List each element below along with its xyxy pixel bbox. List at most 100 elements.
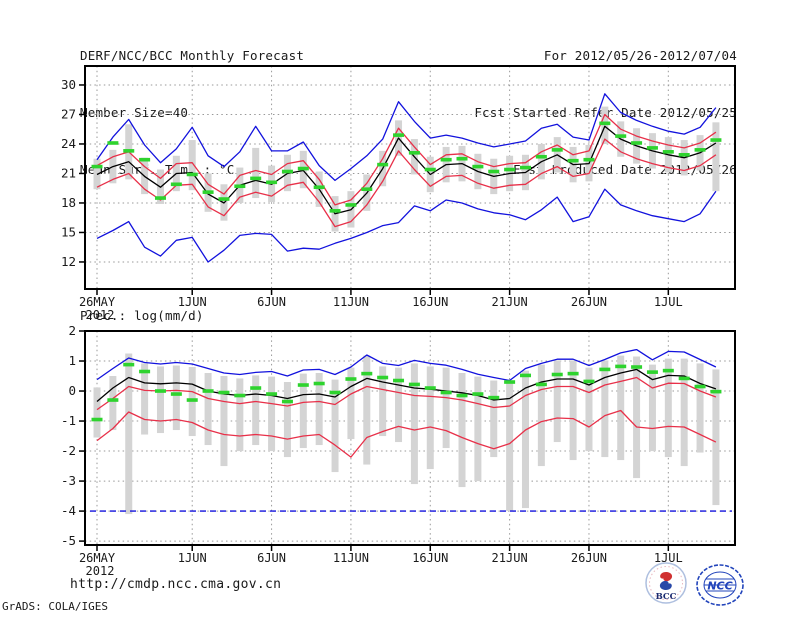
ensemble-spread-bar <box>633 356 641 479</box>
observation-dashes <box>154 389 166 393</box>
ensemble-spread-bar <box>347 367 355 440</box>
ensemble-spread-bar <box>315 373 323 446</box>
ensemble-spread-bar <box>553 360 561 443</box>
ensemble-spread-bar <box>585 367 593 452</box>
ensemble-spread-bar <box>125 353 133 515</box>
ensemble-spread-bar <box>426 366 434 470</box>
observation-dashes <box>218 390 230 395</box>
observation-dashes <box>662 368 674 373</box>
ensemble-spread-bar <box>506 382 514 512</box>
observation-dashes <box>91 164 103 169</box>
temperature-xtick-label: 26JUN <box>571 295 607 309</box>
forecast-period: For 2012/05/26-2012/07/04 <box>543 48 737 63</box>
observation-dashes <box>250 176 262 181</box>
lower-quartile <box>96 138 717 228</box>
ensemble-spread-bar <box>521 370 529 509</box>
temperature-ytick-label: 18 <box>61 195 76 210</box>
observation-dashes <box>393 133 405 137</box>
observation-dashes <box>488 395 500 400</box>
observation-dashes <box>297 383 309 387</box>
observation-dashes <box>599 121 611 126</box>
observation-dashes <box>583 379 595 384</box>
observation-dashes <box>456 156 468 161</box>
observation-dashes <box>631 365 643 369</box>
ncc-logo-label: NCC <box>707 580 732 593</box>
ensemble-spread-bar <box>252 375 260 446</box>
observation-dashes <box>297 166 309 171</box>
precipitation-xtick-label: 21JUN <box>492 551 528 565</box>
temperature-ytick-label: 24 <box>61 136 76 151</box>
ensemble-spread-bar <box>490 380 498 458</box>
ensemble-spread-bar <box>156 366 164 434</box>
logo-box: BCC NCC <box>642 560 752 612</box>
precipitation-frame <box>84 330 736 546</box>
temperature-xtick-label: 1JUL <box>654 295 683 309</box>
ensemble-spread-bar <box>458 373 466 488</box>
observation-dashes <box>488 169 500 174</box>
bcc-swirl-red <box>660 572 673 582</box>
observation-dashes <box>694 148 706 152</box>
ensemble-spread-bar <box>617 355 625 461</box>
ncc-logo: NCC <box>696 564 744 606</box>
bcc-logo-label: BCC <box>656 592 677 602</box>
observation-dashes <box>535 154 547 159</box>
temperature-ytick-label: 30 <box>61 77 76 92</box>
report-title: DERF/NCC/BCC Monthly Forecast <box>80 48 305 63</box>
precipitation-xtick-label: 6JUN <box>257 551 286 565</box>
precipitation-ytick-label: -3 <box>61 473 76 488</box>
temperature-frame <box>84 65 736 290</box>
observation-dashes <box>377 162 389 167</box>
precipitation-chart-title: Prec.: log(mm/d) <box>80 308 204 323</box>
observation-dashes <box>424 386 436 390</box>
ensemble-spread-bar <box>537 364 545 467</box>
observation-dashes <box>186 398 198 402</box>
observation-dashes <box>186 172 198 177</box>
observation-dashes <box>170 182 182 187</box>
temperature-xtick-sublabel: 2012 <box>86 308 115 322</box>
bcc-ring-text-decoration <box>649 566 683 600</box>
observation-dashes <box>662 150 674 154</box>
observation-dashes <box>313 381 325 386</box>
observation-dashes <box>234 184 246 189</box>
observation-dashes <box>266 392 278 396</box>
temperature-xtick-label: 1JUN <box>178 295 207 309</box>
ensemble-spread-bar <box>664 358 672 458</box>
observation-dashes <box>710 389 722 394</box>
ensemble-spread-bar <box>188 140 196 191</box>
observation-dashes <box>567 371 579 376</box>
observation-dashes <box>456 393 468 398</box>
ensemble-mean <box>96 368 717 402</box>
observation-dashes <box>408 151 420 155</box>
precipitation-xtick-label: 26MAY <box>79 551 116 565</box>
ensemble-min <box>96 188 717 263</box>
precipitation-ytick-label: -4 <box>61 503 76 518</box>
observation-dashes <box>123 362 135 367</box>
temperature-xtick-label: 16JUN <box>412 295 448 309</box>
ensemble-max <box>96 348 717 382</box>
lower-quartile <box>96 409 717 458</box>
observation-dashes <box>440 390 452 395</box>
observation-dashes <box>234 393 246 398</box>
ensemble-spread-bar <box>569 360 577 461</box>
observation-dashes <box>313 185 325 190</box>
observation-dashes <box>472 392 484 396</box>
precipitation-ytick-label: -5 <box>61 533 76 548</box>
observation-dashes <box>377 375 389 380</box>
precipitation-xtick-label: 1JUL <box>654 551 683 565</box>
observation-dashes <box>615 364 627 369</box>
observation-dashes <box>551 372 563 377</box>
observation-dashes <box>408 382 420 387</box>
temperature-ytick-label: 12 <box>61 254 76 269</box>
upper-quartile <box>96 113 717 206</box>
observation-dashes <box>361 187 373 192</box>
observation-dashes <box>154 196 166 200</box>
observation-dashes <box>424 167 436 172</box>
ensemble-spread-bar <box>601 106 609 144</box>
logos-canvas: BCC NCC <box>645 562 744 606</box>
ensemble-spread-bar <box>712 122 720 192</box>
observation-dashes <box>535 382 547 387</box>
observation-dashes <box>266 180 278 185</box>
